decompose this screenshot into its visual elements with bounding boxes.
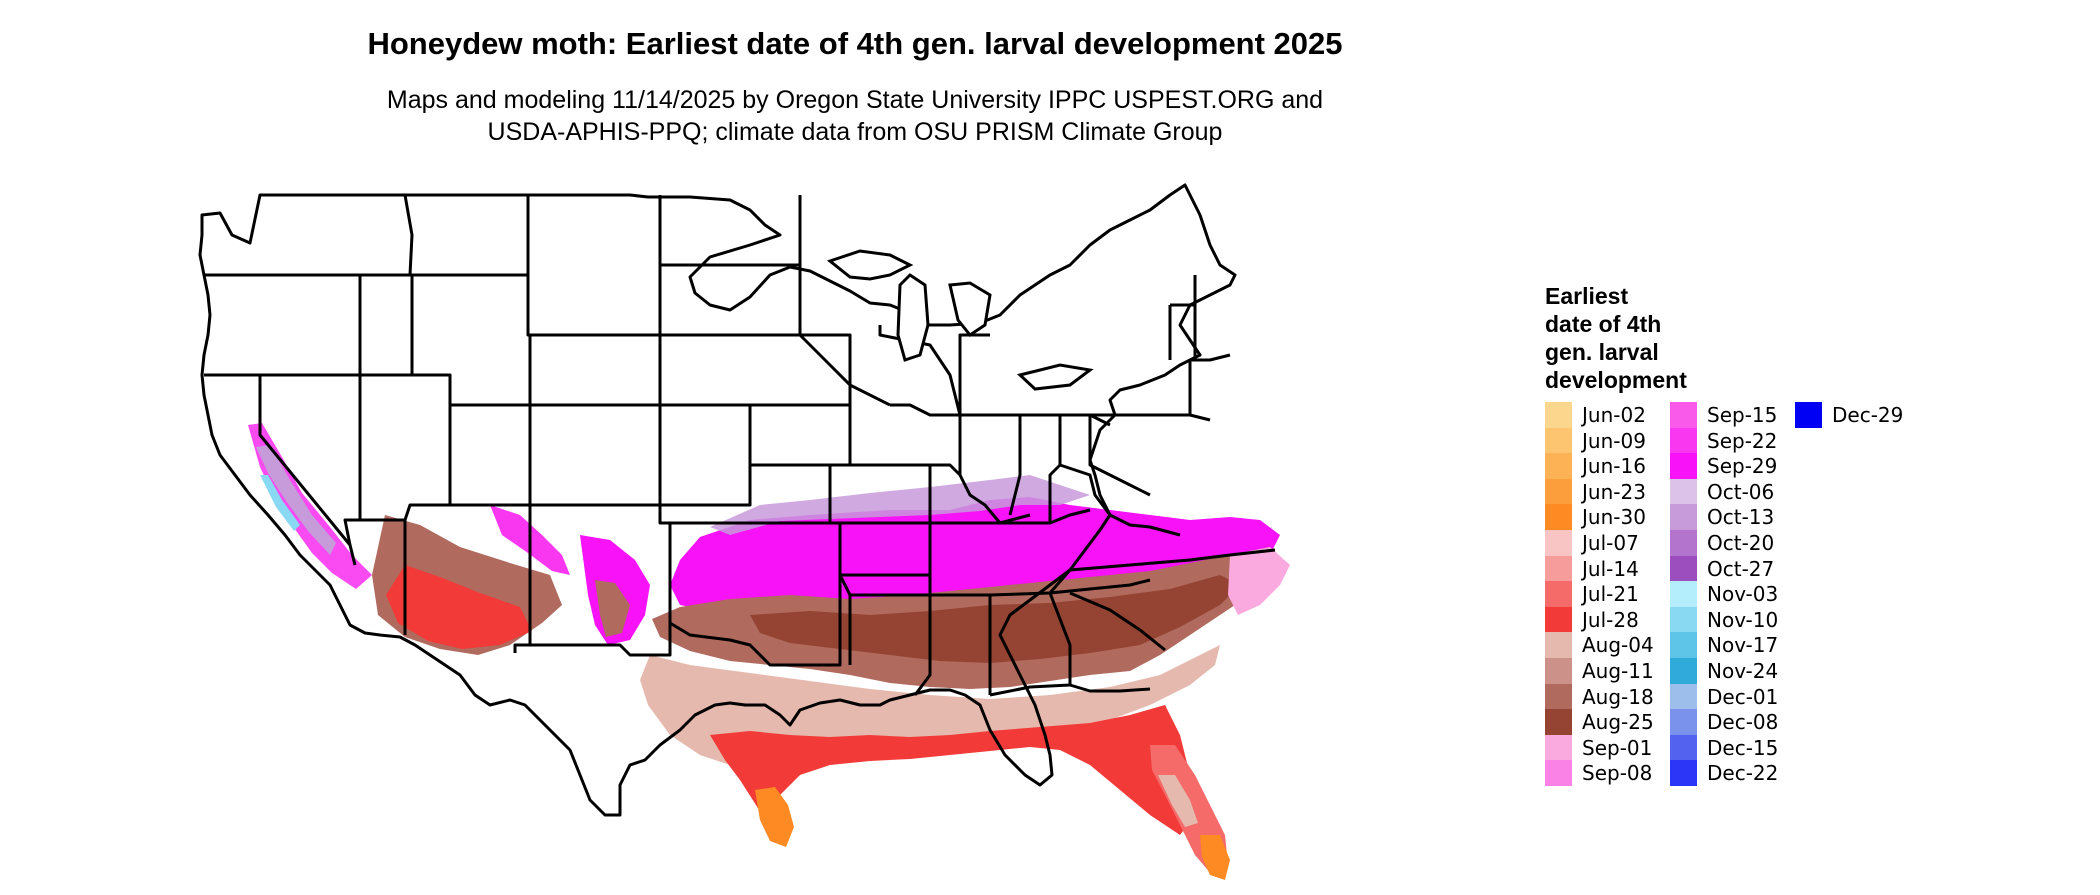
map-subtitle-line-1: Maps and modeling 11/14/2025 by Oregon S…: [386, 86, 1324, 114]
legend-swatch: [1545, 632, 1572, 658]
legend-title-line: development: [1545, 367, 1687, 393]
legend-swatch: [1545, 555, 1572, 582]
map-title: Honeydew moth: Earliest date of 4th gen.…: [367, 26, 1343, 61]
lake-erie: [1016, 363, 1094, 391]
legend-swatch: [1545, 427, 1572, 454]
great-lakes: [826, 249, 1094, 391]
legend-label: Dec-01: [1707, 684, 1779, 709]
legend-label: Aug-18: [1582, 684, 1654, 709]
us-outline: [198, 183, 1237, 817]
legend-label: Dec-15: [1707, 735, 1779, 760]
zone-nm-strip-aug: [595, 580, 630, 637]
legend-label: Aug-04: [1582, 633, 1654, 658]
legend-label: Sep-29: [1707, 454, 1778, 479]
legend-swatch: [1670, 683, 1697, 710]
legend-label: Jun-02: [1582, 403, 1646, 427]
zone-midsouth-aug-25: [750, 575, 1240, 663]
zone-florida-jun: [1200, 835, 1230, 880]
legend-swatch: [1545, 709, 1572, 735]
legend-label: Jun-23: [1582, 479, 1646, 504]
legend-swatch: [1545, 402, 1572, 428]
legend-label: Aug-25: [1582, 710, 1654, 735]
legend-swatch: [1670, 760, 1697, 786]
legend-label: Aug-11: [1582, 659, 1654, 683]
lake-michigan: [896, 273, 930, 362]
legend-swatch: [1670, 709, 1697, 735]
legend-swatch: [1670, 658, 1697, 684]
legend-swatch: [1670, 581, 1697, 607]
legend-swatch: [1670, 427, 1697, 454]
zone-southern-sep-band: [670, 497, 1280, 611]
legend-swatch: [1670, 555, 1697, 582]
legend-swatch: [1670, 734, 1697, 761]
legend-label: Nov-17: [1707, 633, 1779, 658]
legend-label: Oct-20: [1707, 531, 1775, 555]
map-subtitle-line-2: USDA-APHIS-PPQ; climate data from OSU PR…: [487, 118, 1223, 146]
legend-label: Dec-08: [1707, 710, 1779, 735]
legend-swatch: [1545, 606, 1572, 633]
legend-swatch: [1545, 478, 1572, 505]
legend-label: Oct-13: [1707, 505, 1775, 530]
legend-swatch: [1545, 734, 1572, 761]
legend-swatch: [1670, 606, 1697, 633]
legend-label: Oct-06: [1707, 479, 1775, 504]
legend-label: Jun-16: [1582, 454, 1646, 479]
legend-label: Jul-28: [1582, 607, 1639, 632]
legend-title: Earliest date of 4th gen. larval develop…: [1545, 282, 1745, 394]
legend-swatch: [1670, 402, 1697, 428]
zone-atlantic-sep-01: [1228, 547, 1290, 615]
legend-label: Jul-21: [1582, 582, 1639, 607]
legend-swatch: [1545, 453, 1572, 479]
legend-swatch: [1545, 683, 1572, 710]
legend-swatch: [1545, 504, 1572, 530]
legend-label: Nov-10: [1707, 607, 1779, 632]
state-boundaries: [198, 183, 1276, 817]
legend-swatch: [1545, 760, 1572, 786]
zone-southwest-jul: [386, 565, 532, 649]
legend-label: Jun-30: [1582, 505, 1646, 530]
development-zones: [248, 423, 1290, 880]
zone-florida-aug: [1158, 775, 1198, 827]
legend-label: Jul-07: [1582, 531, 1639, 555]
legend-swatch: [1670, 632, 1697, 658]
legend-label: Sep-08: [1582, 761, 1653, 786]
legend-title-line: date of 4th: [1545, 311, 1662, 337]
legend-swatch: [1545, 530, 1572, 556]
legend-title-line: gen. larval: [1545, 339, 1659, 365]
zone-northern-fringe-oct: [710, 475, 1090, 535]
legend-label: Sep-22: [1707, 428, 1778, 453]
zone-gulf-jul-28: [710, 705, 1195, 835]
zone-california-oct: [256, 445, 336, 555]
legend-swatch: [1545, 658, 1572, 684]
legend-label: Jul-14: [1582, 556, 1639, 581]
legend-label: Dec-29: [1832, 403, 1904, 427]
legend-swatch: [1670, 478, 1697, 505]
legend-title-line: Earliest: [1545, 283, 1629, 309]
legend-label: Nov-03: [1707, 582, 1779, 607]
legend-swatch: [1670, 530, 1697, 556]
legend-label: Oct-27: [1707, 556, 1775, 581]
legend-swatch: [1670, 453, 1697, 479]
legend-label: Nov-24: [1707, 659, 1779, 683]
zone-south-texas-jun: [755, 787, 794, 847]
legend-label: Sep-15: [1707, 403, 1778, 427]
legend-label: Jun-09: [1582, 428, 1646, 453]
legend-swatch: [1670, 504, 1697, 530]
zone-california-nov: [260, 475, 300, 531]
legend-swatch: [1795, 402, 1822, 428]
legend-swatch: [1545, 581, 1572, 607]
lake-huron: [948, 281, 992, 338]
us-map: [198, 183, 1290, 880]
lake-superior: [826, 249, 914, 281]
legend-label: Dec-22: [1707, 761, 1779, 786]
legend-label: Sep-01: [1582, 735, 1653, 760]
